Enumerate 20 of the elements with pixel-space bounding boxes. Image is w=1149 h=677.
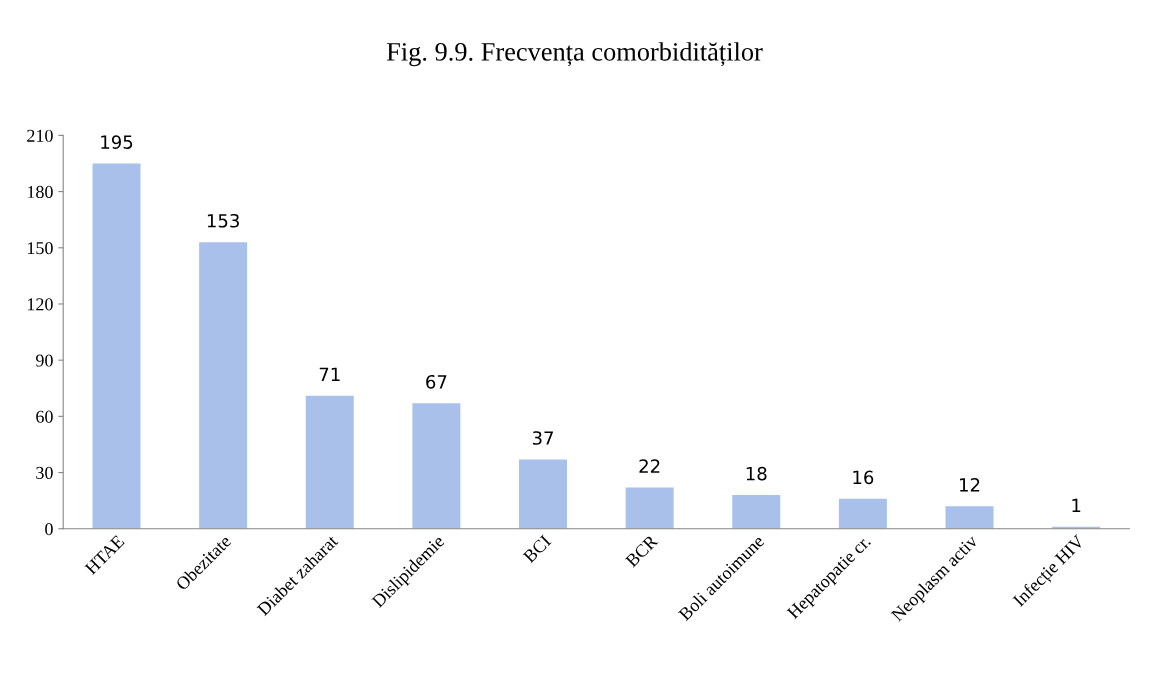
y-tick-label: 120 bbox=[27, 298, 53, 311]
y-tick-label: 60 bbox=[36, 410, 53, 423]
data-label: 12 bbox=[960, 477, 980, 492]
x-tick-label: BCI bbox=[522, 534, 552, 564]
data-label: 16 bbox=[853, 470, 874, 485]
y-tick-label: 180 bbox=[27, 185, 53, 199]
y-tick-label: 90 bbox=[36, 354, 53, 367]
data-label: 195 bbox=[101, 135, 133, 149]
data-label: 67 bbox=[426, 374, 447, 389]
y-tick-label: 30 bbox=[36, 466, 53, 479]
data-label: 71 bbox=[319, 367, 340, 381]
y-tick-label: 150 bbox=[27, 242, 53, 255]
data-label: 37 bbox=[532, 431, 553, 445]
y-tick-label: 210 bbox=[27, 129, 53, 142]
data-label: 22 bbox=[639, 459, 660, 473]
chart-title: Fig. 9.9. Frecvența comorbidităților bbox=[386, 42, 763, 67]
data-label: 18 bbox=[746, 466, 767, 481]
data-label: 1 bbox=[1072, 498, 1081, 512]
y-tick-label: 0 bbox=[45, 522, 53, 536]
data-label: 153 bbox=[207, 213, 239, 228]
